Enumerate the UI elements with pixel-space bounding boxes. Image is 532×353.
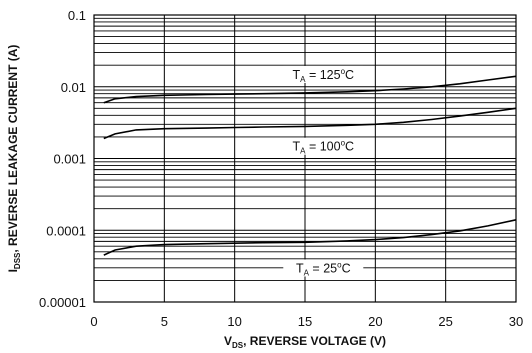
- x-tick-label: 30: [509, 314, 523, 329]
- y-axis-title-rest: , REVERSE LEAKAGE CURRENT (A): [6, 45, 20, 253]
- curve-label-sup: o: [341, 67, 346, 76]
- curve-label-sub: A: [300, 75, 306, 84]
- y-tick-label: 0.001: [53, 152, 86, 167]
- y-tick-label: 0.01: [61, 80, 86, 95]
- curve-label-sub: A: [300, 147, 306, 156]
- curve-label-2: TA = 100oC: [292, 139, 354, 156]
- plot-frame: [93, 14, 517, 303]
- x-tick-label: 5: [161, 314, 168, 329]
- y-tick-labels: 0.1 0.01 0.001 0.0001 0.00001: [39, 8, 86, 310]
- y-tick-label: 0.00001: [39, 295, 86, 310]
- curve-label-rest: = 125: [305, 68, 340, 82]
- x-tick-label: 20: [368, 314, 382, 329]
- grid: [93, 15, 517, 303]
- x-axis-title-sub: DS: [232, 341, 244, 350]
- series-group: [103, 75, 517, 256]
- x-axis-title: VDS, REVERSE VOLTAGE (V): [224, 334, 386, 350]
- y-axis-title: IDSS, REVERSE LEAKAGE CURRENT (A): [6, 45, 22, 273]
- curve-label-box-2: [283, 137, 364, 155]
- curve-label-1: TA = 125oC: [292, 67, 354, 84]
- x-tick-label: 25: [438, 314, 452, 329]
- curve-label-sup: o: [337, 260, 342, 269]
- series-line-3: [103, 219, 517, 256]
- curve-label-rest: = 25: [309, 261, 337, 275]
- series-line-1: [103, 75, 517, 104]
- x-tick-label: 15: [298, 314, 312, 329]
- curve-label-sup: o: [341, 139, 346, 148]
- curve-label-box-3: [283, 259, 364, 277]
- curve-label-box-1: [283, 65, 364, 83]
- curve-label-unit: C: [342, 261, 351, 275]
- curve-label-unit: C: [345, 140, 354, 154]
- x-tick-label: 0: [90, 314, 97, 329]
- x-axis-title-rest: , REVERSE VOLTAGE (V): [243, 334, 386, 348]
- series-line-2: [103, 107, 517, 140]
- x-axis-title-prefix: V: [224, 334, 232, 348]
- y-tick-label: 0.0001: [46, 223, 86, 238]
- y-axis-title-prefix: I: [6, 269, 20, 272]
- curve-label-rest: = 100: [305, 140, 340, 154]
- x-tick-labels: 0 5 10 15 20 25 30: [90, 314, 523, 329]
- x-tick-label: 10: [227, 314, 241, 329]
- curve-label-3: TA = 25oC: [296, 260, 351, 277]
- curve-label-prefix: T: [292, 140, 300, 154]
- curve-label-prefix: T: [292, 68, 300, 82]
- curve-label-prefix: T: [296, 261, 304, 275]
- curve-label-sub: A: [304, 268, 310, 277]
- curve-label-unit: C: [345, 68, 354, 82]
- y-tick-label: 0.1: [68, 8, 86, 23]
- y-axis-title-sub: DSS: [13, 252, 22, 269]
